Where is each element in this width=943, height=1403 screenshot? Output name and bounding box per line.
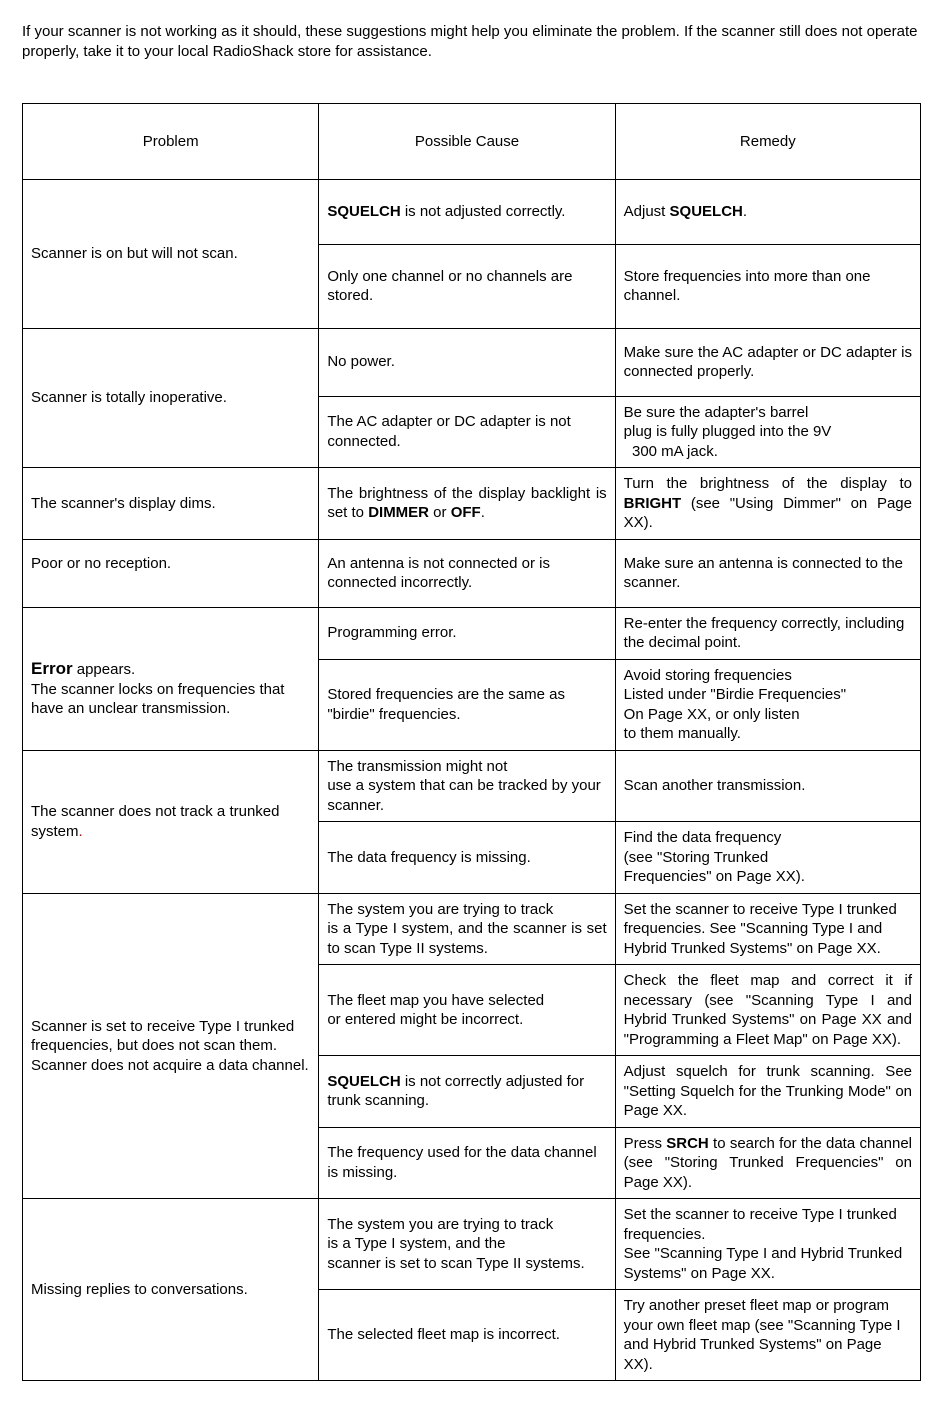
cause-cell: An antenna is not connected or is connec… <box>319 539 615 607</box>
header-cause: Possible Cause <box>319 103 615 180</box>
header-problem: Problem <box>23 103 319 180</box>
remedy-cell: Be sure the adapter's barrel plug is ful… <box>615 396 920 468</box>
problem-cell: The scanner's display dims. <box>23 468 319 540</box>
remedy-cell: Try another preset fleet map or program … <box>615 1290 920 1381</box>
cause-cell: Only one channel or no channels are stor… <box>319 244 615 328</box>
remedy-cell: Check the fleet map and correct it if ne… <box>615 965 920 1056</box>
remedy-cell: Set the scanner to receive Type I trunke… <box>615 893 920 965</box>
cause-cell: The AC adapter or DC adapter is not conn… <box>319 396 615 468</box>
cause-cell: The system you are trying to track is a … <box>319 1199 615 1290</box>
intro-text: If your scanner is not working as it sho… <box>22 22 921 63</box>
remedy-cell: Scan another transmission. <box>615 750 920 822</box>
remedy-cell: Set the scanner to receive Type I trunke… <box>615 1199 920 1290</box>
cause-cell: Stored frequencies are the same as "bird… <box>319 659 615 750</box>
cause-cell: SQUELCH is not adjusted correctly. <box>319 180 615 245</box>
troubleshooting-table: Problem Possible Cause Remedy Scanner is… <box>22 103 921 1382</box>
remedy-cell: Avoid storing frequencies Listed under "… <box>615 659 920 750</box>
remedy-cell: Store frequencies into more than one cha… <box>615 244 920 328</box>
cause-cell: Programming error. <box>319 607 615 659</box>
remedy-cell: Make sure an antenna is connected to the… <box>615 539 920 607</box>
problem-cell: Missing replies to conversations. <box>23 1199 319 1381</box>
cause-cell: No power. <box>319 328 615 396</box>
remedy-cell: Press SRCH to search for the data channe… <box>615 1127 920 1199</box>
cause-cell: The transmission might not use a system … <box>319 750 615 822</box>
problem-cell: Scanner is on but will not scan. <box>23 180 319 329</box>
cause-cell: The frequency used for the data channel … <box>319 1127 615 1199</box>
cause-cell: SQUELCH is not correctly adjusted for tr… <box>319 1056 615 1128</box>
cause-cell: The selected fleet map is incorrect. <box>319 1290 615 1381</box>
remedy-cell: Make sure the AC adapter or DC adapter i… <box>615 328 920 396</box>
remedy-cell: Adjust squelch for trunk scanning. See "… <box>615 1056 920 1128</box>
problem-cell: Error appears. The scanner locks on freq… <box>23 607 319 750</box>
cause-cell: The brightness of the display backlight … <box>319 468 615 540</box>
problem-cell: The scanner does not track a trunked sys… <box>23 750 319 893</box>
remedy-cell: Re-enter the frequency correctly, includ… <box>615 607 920 659</box>
cause-cell: The system you are trying to track is a … <box>319 893 615 965</box>
remedy-cell: Turn the brightness of the display to BR… <box>615 468 920 540</box>
remedy-cell: Find the data frequency (see "Storing Tr… <box>615 822 920 894</box>
problem-cell: Scanner is totally inoperative. <box>23 328 319 468</box>
remedy-cell: Adjust SQUELCH. <box>615 180 920 245</box>
cause-cell: The fleet map you have selected or enter… <box>319 965 615 1056</box>
header-remedy: Remedy <box>615 103 920 180</box>
problem-cell: Poor or no reception. <box>23 539 319 607</box>
cause-cell: The data frequency is missing. <box>319 822 615 894</box>
problem-cell: Scanner is set to receive Type I trunked… <box>23 893 319 1199</box>
